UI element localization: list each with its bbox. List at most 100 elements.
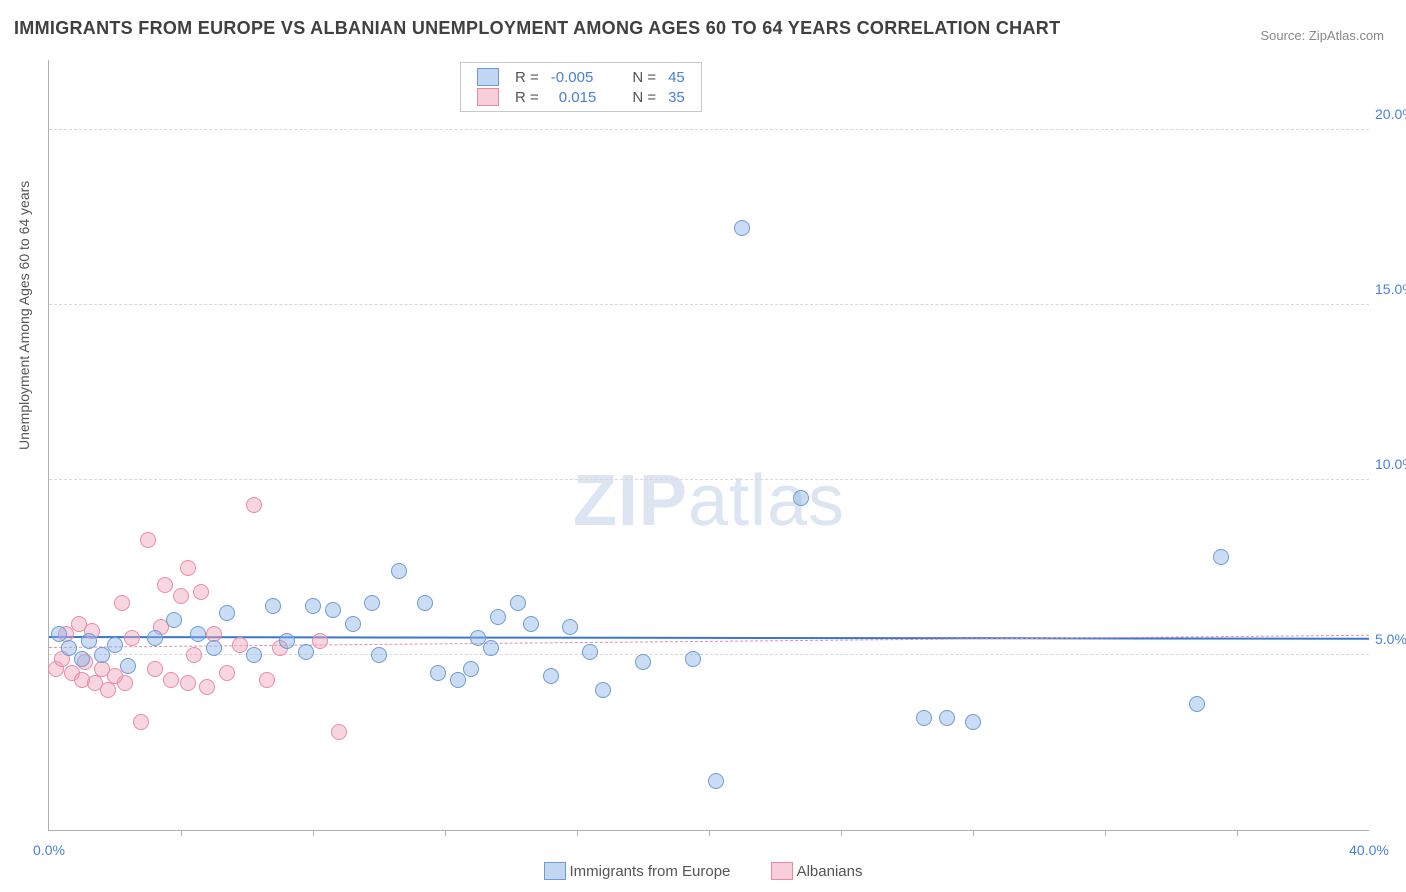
data-point: [793, 490, 809, 506]
series-legend: Immigrants from Europe Albanians: [0, 862, 1406, 884]
data-point: [246, 647, 262, 663]
n-value-a: 45: [662, 67, 691, 87]
legend-row-b: R = 0.015 N = 35: [471, 87, 691, 107]
gridline: [49, 304, 1369, 305]
legend-label-b: Albanians: [797, 863, 863, 880]
y-tick-label: 15.0%: [1375, 281, 1406, 297]
data-point: [206, 640, 222, 656]
x-tick: [181, 830, 182, 836]
data-point: [147, 661, 163, 677]
x-tick: [313, 830, 314, 836]
data-point: [331, 724, 347, 740]
x-tick: [1237, 830, 1238, 836]
data-point: [199, 679, 215, 695]
data-point: [107, 637, 123, 653]
data-point: [510, 595, 526, 611]
x-tick: [1105, 830, 1106, 836]
data-point: [180, 560, 196, 576]
data-point: [1213, 549, 1229, 565]
data-point: [265, 598, 281, 614]
data-point: [1189, 696, 1205, 712]
data-point: [51, 626, 67, 642]
data-point: [391, 563, 407, 579]
data-point: [124, 630, 140, 646]
r-label: R =: [509, 87, 545, 107]
data-point: [463, 661, 479, 677]
data-point: [147, 630, 163, 646]
y-tick-label: 5.0%: [1375, 631, 1406, 647]
data-point: [345, 616, 361, 632]
r-value-a: -0.005: [545, 67, 603, 87]
data-point: [582, 644, 598, 660]
data-point: [305, 598, 321, 614]
legend-item-a: Immigrants from Europe: [544, 862, 731, 880]
data-point: [483, 640, 499, 656]
data-point: [186, 647, 202, 663]
chart-container: { "title": "IMMIGRANTS FROM EUROPE VS AL…: [0, 0, 1406, 892]
data-point: [430, 665, 446, 681]
data-point: [543, 668, 559, 684]
plot-area: ZIPatlas 5.0%10.0%15.0%20.0%0.0%40.0%: [48, 60, 1369, 831]
x-max-label: 40.0%: [1349, 842, 1389, 858]
data-point: [939, 710, 955, 726]
legend-row-a: R = -0.005 N = 45: [471, 67, 691, 87]
data-point: [708, 773, 724, 789]
n-label: N =: [626, 87, 662, 107]
data-point: [490, 609, 506, 625]
data-point: [100, 682, 116, 698]
data-point: [325, 602, 341, 618]
data-point: [371, 647, 387, 663]
data-point: [219, 605, 235, 621]
data-point: [190, 626, 206, 642]
y-tick-label: 10.0%: [1375, 456, 1406, 472]
data-point: [312, 633, 328, 649]
data-point: [965, 714, 981, 730]
x-tick: [577, 830, 578, 836]
y-tick-label: 20.0%: [1375, 106, 1406, 122]
gridline: [49, 129, 1369, 130]
swatch-icon: [477, 68, 499, 86]
data-point: [595, 682, 611, 698]
legend-item-b: Albanians: [771, 862, 863, 880]
data-point: [279, 633, 295, 649]
y-axis-label: Unemployment Among Ages 60 to 64 years: [16, 181, 32, 450]
data-point: [523, 616, 539, 632]
gridline: [49, 479, 1369, 480]
data-point: [417, 595, 433, 611]
data-point: [173, 588, 189, 604]
data-point: [298, 644, 314, 660]
data-point: [364, 595, 380, 611]
data-point: [81, 633, 97, 649]
data-point: [117, 675, 133, 691]
data-point: [157, 577, 173, 593]
data-point: [916, 710, 932, 726]
swatch-icon: [477, 88, 499, 106]
data-point: [193, 584, 209, 600]
data-point: [114, 595, 130, 611]
n-label: N =: [626, 67, 662, 87]
x-tick: [445, 830, 446, 836]
swatch-icon: [771, 862, 793, 880]
data-point: [166, 612, 182, 628]
swatch-icon: [544, 862, 566, 880]
data-point: [94, 647, 110, 663]
data-point: [133, 714, 149, 730]
data-point: [562, 619, 578, 635]
data-point: [450, 672, 466, 688]
legend-label-a: Immigrants from Europe: [570, 863, 731, 880]
data-point: [180, 675, 196, 691]
chart-title: IMMIGRANTS FROM EUROPE VS ALBANIAN UNEMP…: [14, 18, 1060, 39]
data-point: [246, 497, 262, 513]
data-point: [140, 532, 156, 548]
correlation-legend: R = -0.005 N = 45 R = 0.015 N = 35: [460, 62, 702, 112]
n-value-b: 35: [662, 87, 691, 107]
source-attribution: Source: ZipAtlas.com: [1260, 28, 1384, 43]
x-tick: [973, 830, 974, 836]
data-point: [219, 665, 235, 681]
data-point: [259, 672, 275, 688]
r-label: R =: [509, 67, 545, 87]
data-point: [734, 220, 750, 236]
data-point: [120, 658, 136, 674]
x-tick: [841, 830, 842, 836]
data-point: [635, 654, 651, 670]
